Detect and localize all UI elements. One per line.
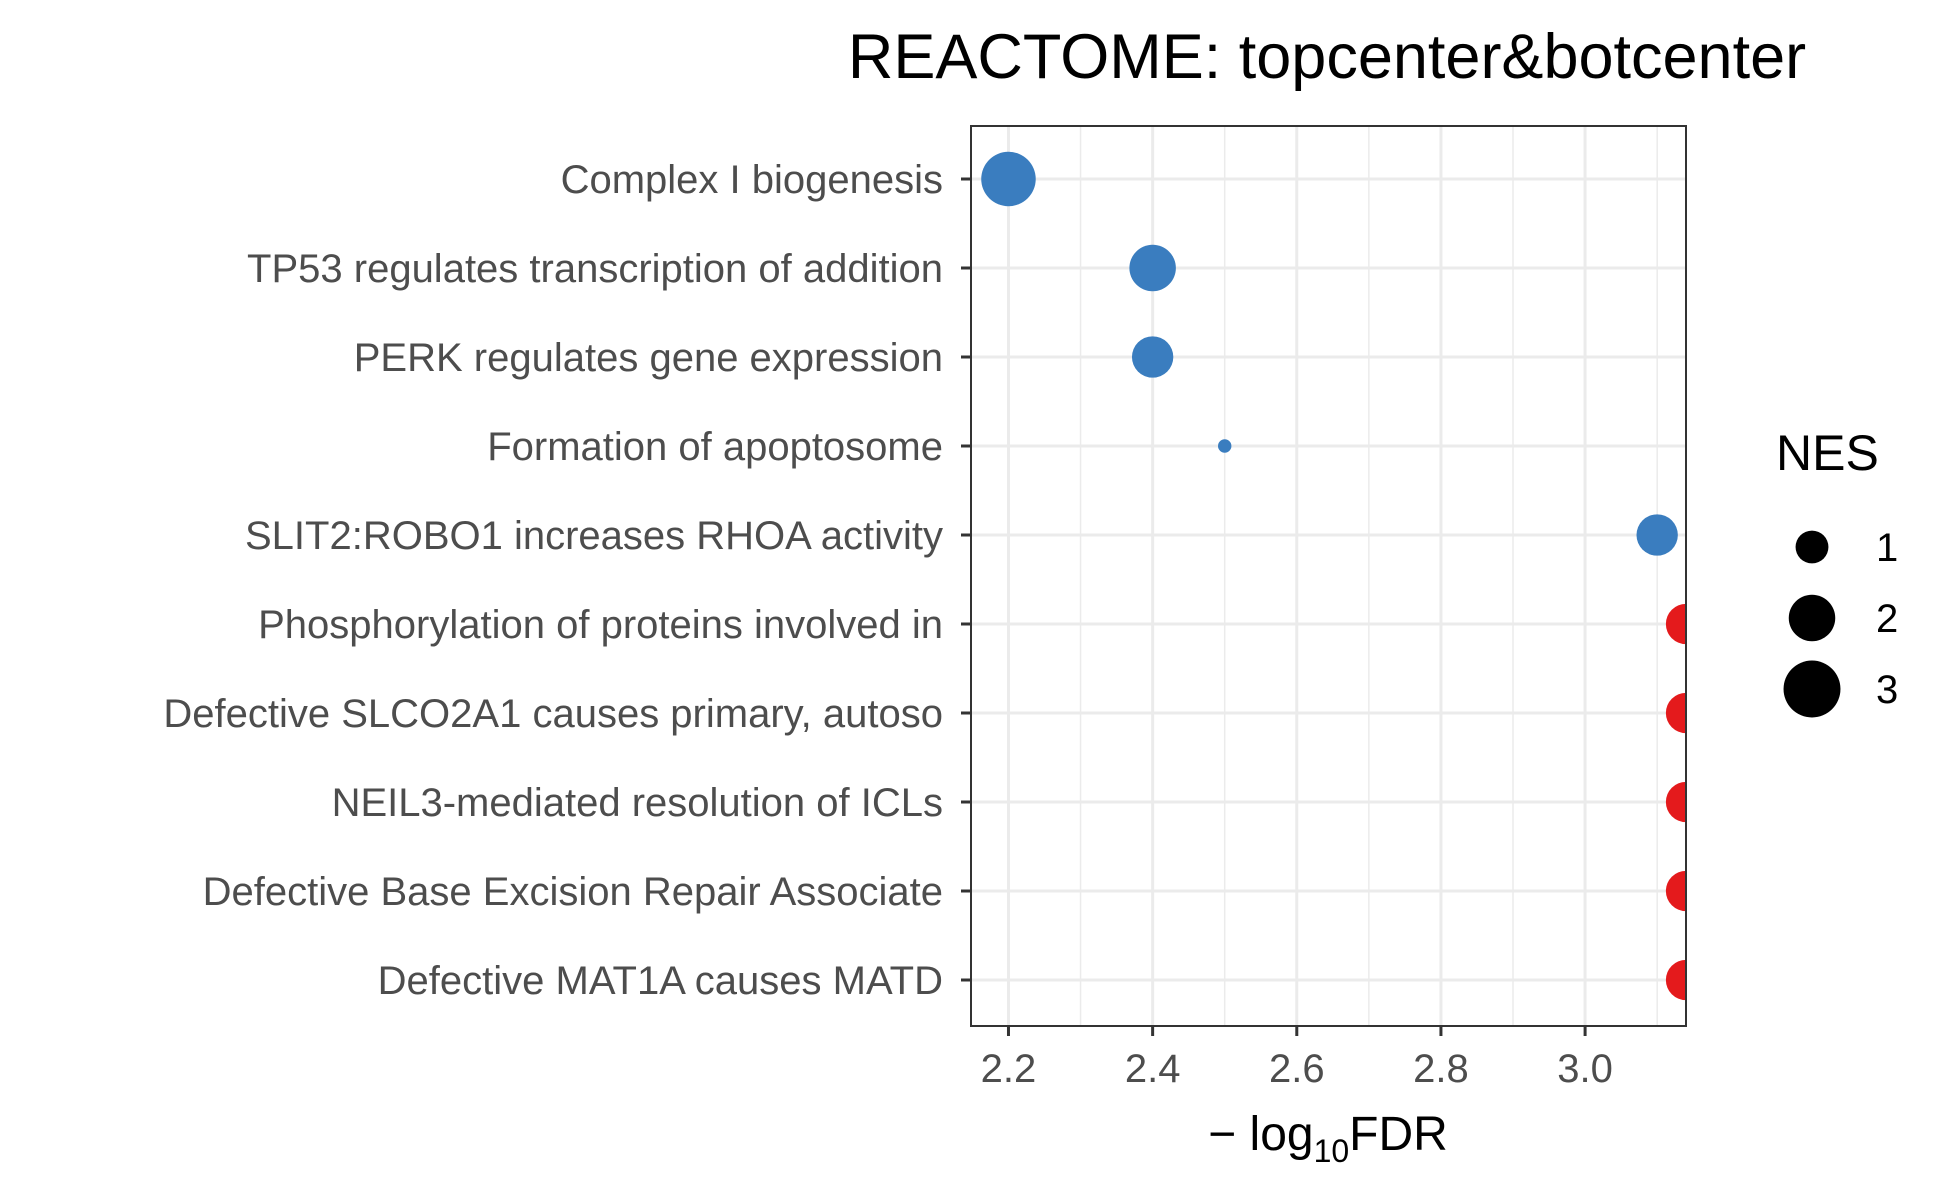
x-tick-label: 2.2 bbox=[981, 1047, 1037, 1091]
data-points bbox=[981, 151, 1686, 1001]
axis-ticks bbox=[961, 177, 1587, 1036]
x-tick-label: 2.6 bbox=[1269, 1047, 1325, 1091]
category-label: NEIL3-mediated resolution of ICLs bbox=[332, 781, 943, 825]
x-tick-label: 2.4 bbox=[1125, 1047, 1181, 1091]
category-label: Defective SLCO2A1 causes primary, autoso bbox=[163, 692, 943, 736]
data-point bbox=[1129, 244, 1176, 292]
legend-entries: 1 2 3 bbox=[1783, 526, 1898, 718]
data-point bbox=[1636, 514, 1678, 556]
x-axis-label-suffix: FDR bbox=[1349, 1108, 1448, 1161]
legend-label: 3 bbox=[1876, 668, 1898, 712]
category-label: Phosphorylation of proteins involved in bbox=[258, 603, 943, 647]
x-tick-label: 3.0 bbox=[1557, 1047, 1613, 1091]
grid-lines bbox=[971, 126, 1686, 1026]
legend-label: 1 bbox=[1876, 526, 1898, 570]
data-point bbox=[1131, 336, 1174, 378]
panel-border bbox=[970, 125, 1687, 1027]
x-axis-label-subscript: 10 bbox=[1314, 1133, 1350, 1169]
legend-key bbox=[1795, 530, 1829, 564]
data-point bbox=[1665, 603, 1686, 645]
data-point bbox=[1665, 781, 1686, 823]
category-label: TP53 regulates transcription of addition bbox=[247, 247, 943, 291]
data-point bbox=[1665, 870, 1686, 912]
x-tick-labels: 2.2 2.4 2.6 2.8 3.0 bbox=[981, 1047, 1613, 1091]
legend-key bbox=[1788, 594, 1836, 642]
data-point bbox=[1218, 439, 1232, 453]
category-labels: Complex I biogenesis TP53 regulates trans… bbox=[163, 158, 943, 1003]
chart-title: REACTOME: topcenter&botcenter bbox=[848, 22, 1806, 92]
legend-title: NES bbox=[1776, 425, 1879, 481]
data-point bbox=[981, 151, 1036, 207]
category-label: SLIT2:ROBO1 increases RHOA activity bbox=[245, 514, 943, 558]
x-axis-label: − log10FDR bbox=[1208, 1108, 1448, 1169]
legend: NES 1 2 3 bbox=[1776, 425, 1898, 718]
x-axis-label-prefix: − log bbox=[1208, 1108, 1313, 1161]
category-label: Formation of apoptosome bbox=[487, 425, 943, 469]
legend-label: 2 bbox=[1876, 597, 1898, 641]
category-label: Defective Base Excision Repair Associate bbox=[203, 870, 943, 914]
legend-key bbox=[1783, 660, 1841, 718]
category-label: PERK regulates gene expression bbox=[354, 336, 943, 380]
data-point bbox=[1665, 959, 1686, 1001]
category-label: Defective MAT1A causes MATD bbox=[378, 959, 943, 1003]
data-point bbox=[1665, 692, 1686, 734]
x-tick-label: 2.8 bbox=[1413, 1047, 1469, 1091]
category-label: Complex I biogenesis bbox=[561, 158, 943, 202]
